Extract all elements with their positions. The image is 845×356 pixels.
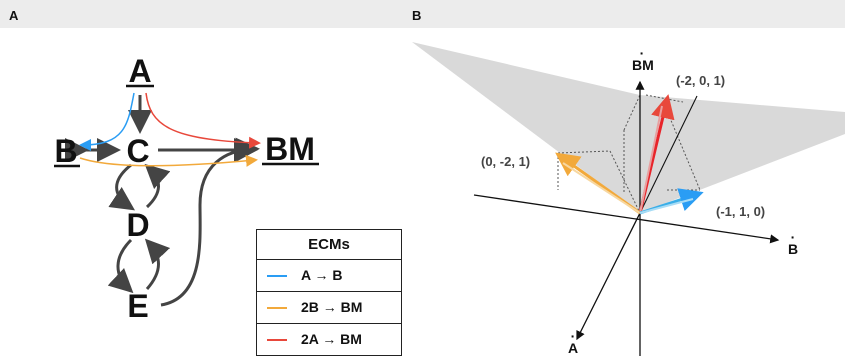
- metabolic-network: A B C BM D E: [54, 53, 319, 324]
- legend-label-2b-to-bm: 2B → BM: [301, 299, 363, 315]
- legend-swatch-orange: [267, 307, 287, 309]
- ecm-path-2b-to-bm: [79, 154, 258, 167]
- node-c: C: [126, 133, 149, 169]
- legend-title: ECMs: [257, 230, 401, 260]
- axis-a-dot: ·: [571, 328, 576, 344]
- node-a: A: [128, 53, 151, 89]
- ecm-legend: ECMs A → B 2B → BM 2A → BM: [256, 229, 402, 356]
- figure-top-band: [0, 0, 845, 28]
- edge-d-to-c: [144, 163, 171, 209]
- axis-label-bm: BM: [632, 57, 654, 73]
- legend-row-2a-to-bm: 2A → BM: [257, 324, 401, 355]
- axis-bm-dot: ·: [640, 45, 645, 61]
- legend-row-2b-to-bm: 2B → BM: [257, 292, 401, 324]
- vector-blue-shadow: [639, 198, 694, 214]
- axis-label-a: A: [568, 340, 578, 356]
- edge-c-to-d: [108, 163, 135, 211]
- panel-a-letter: A: [9, 8, 19, 23]
- panel-b-letter: B: [412, 8, 422, 23]
- node-bm: BM: [265, 131, 315, 167]
- legend-label-a-to-b: A → B: [301, 267, 343, 283]
- legend-swatch-red: [267, 339, 287, 341]
- edge-d-to-e: [107, 238, 134, 294]
- edge-e-to-bm: [160, 137, 260, 307]
- axis-b: [473, 194, 780, 244]
- edge-e-to-d: [144, 238, 171, 290]
- node-d: D: [126, 207, 149, 243]
- axis-b-dot: ·: [791, 229, 796, 245]
- ecm-path-a-to-b: [79, 92, 135, 151]
- vector-label-blue: (-1, 1, 0): [716, 204, 765, 219]
- node-b: B: [54, 133, 77, 169]
- flux-cone-plane: [412, 42, 845, 213]
- vector-label-orange: (0, -2, 1): [481, 154, 530, 169]
- flux-space-plot: BM · B · A · (-2, 0, 1) (0, -2, 1) (-1, …: [412, 42, 845, 356]
- network-edges: [65, 95, 260, 307]
- node-e: E: [127, 288, 148, 324]
- vector-red-shadow: [639, 105, 663, 214]
- axis-label-b: B: [788, 241, 798, 257]
- legend-swatch-blue: [267, 275, 287, 277]
- axis-a-extension: [639, 95, 698, 214]
- ecm-path-2a-to-bm: [145, 92, 261, 149]
- vector-label-red: (-2, 0, 1): [676, 73, 725, 88]
- legend-row-a-to-b: A → B: [257, 260, 401, 292]
- vector-orange-shadow: [562, 162, 641, 214]
- axis-a: [576, 212, 641, 341]
- legend-label-2a-to-bm: 2A → BM: [301, 331, 362, 347]
